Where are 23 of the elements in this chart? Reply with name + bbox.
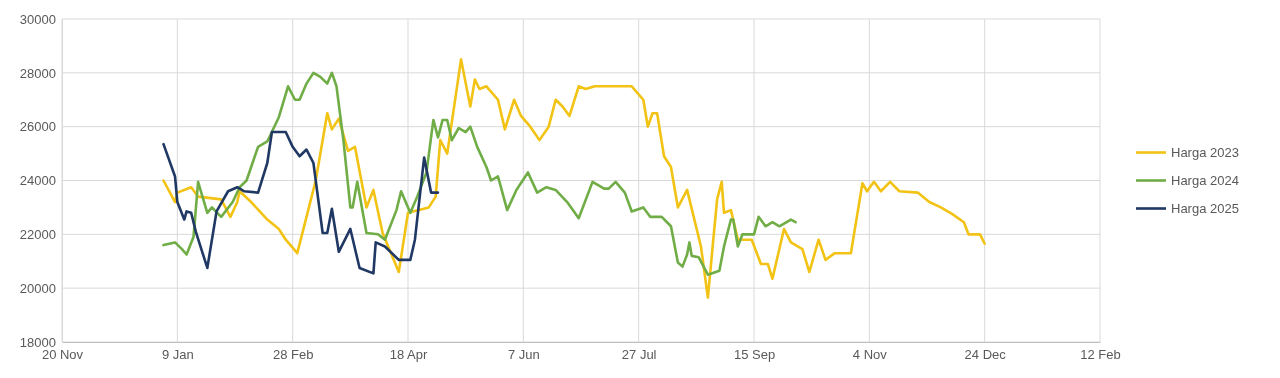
y-tick-label: 26000 <box>19 119 56 135</box>
x-tick-label: 20 Nov <box>41 347 84 363</box>
line-series <box>162 58 986 299</box>
y-tick-label: 24000 <box>19 173 56 189</box>
y-tick-label: 28000 <box>19 65 56 81</box>
legend-label: Harga 2023 <box>1171 145 1239 161</box>
x-tick-label: 27 Jul <box>621 347 657 363</box>
x-tick-label: 12 Feb <box>1080 347 1121 363</box>
x-tick-label: 15 Sep <box>733 347 776 363</box>
y-tick-label: 30000 <box>19 11 56 27</box>
x-tick-label: 24 Dec <box>964 347 1007 363</box>
legend-label: Harga 2025 <box>1171 201 1239 217</box>
y-tick-label: 18000 <box>19 334 56 350</box>
y-tick-label: 22000 <box>19 226 56 242</box>
x-tick-label: 28 Feb <box>272 347 314 363</box>
line-series <box>162 130 440 275</box>
x-tick-label: 9 Jan <box>161 347 194 363</box>
legend-label: Harga 2024 <box>1171 173 1239 189</box>
x-tick-label: 18 Apr <box>389 347 428 363</box>
line-series <box>162 71 797 277</box>
y-tick-label: 20000 <box>19 280 56 296</box>
x-tick-label: 4 Nov <box>852 347 888 363</box>
x-tick-label: 7 Jun <box>507 347 540 363</box>
